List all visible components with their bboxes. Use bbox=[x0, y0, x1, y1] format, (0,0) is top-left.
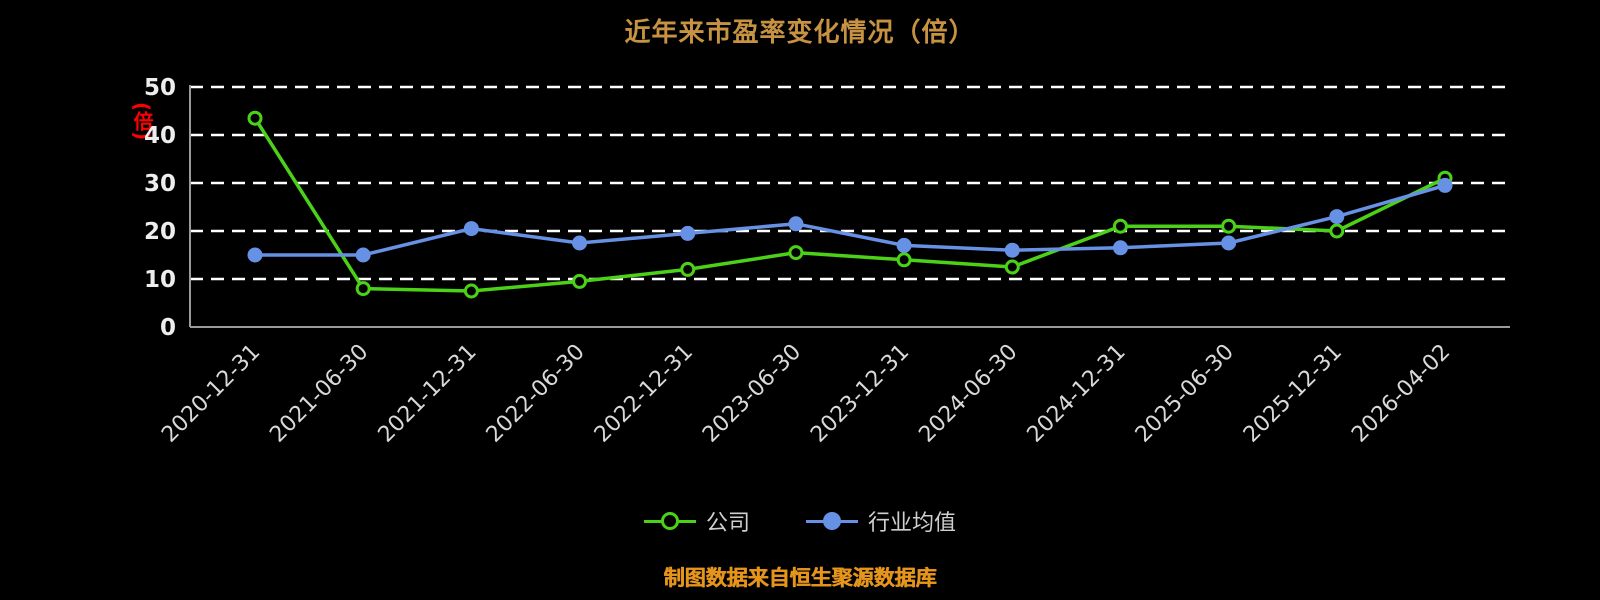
svg-text:2022-12-31: 2022-12-31 bbox=[590, 340, 698, 448]
legend-item-company[interactable]: 公司 bbox=[643, 505, 750, 537]
industry-series-marker-icon bbox=[806, 512, 858, 530]
svg-text:2020-12-31: 2020-12-31 bbox=[157, 340, 265, 448]
svg-text:2024-12-31: 2024-12-31 bbox=[1023, 340, 1131, 448]
line-chart-plot-area: 0 10 20 30 40 50 2020-12-31 2021-06-30 2021-12-3… bbox=[144, 75, 1510, 448]
legend-item-industry-average[interactable]: 行业均值 bbox=[806, 505, 956, 537]
svg-text:2023-12-31: 2023-12-31 bbox=[806, 340, 914, 448]
svg-text:2022-06-30: 2022-06-30 bbox=[482, 340, 590, 448]
svg-text:2025-06-30: 2025-06-30 bbox=[1131, 340, 1239, 448]
svg-text:50: 50 bbox=[144, 75, 176, 101]
data-source-note: 制图数据来自恒生聚源数据库 bbox=[663, 566, 937, 590]
svg-text:2025-12-31: 2025-12-31 bbox=[1239, 340, 1347, 448]
svg-text:30: 30 bbox=[144, 171, 176, 197]
svg-text:0: 0 bbox=[160, 315, 176, 341]
svg-text:2021-06-30: 2021-06-30 bbox=[265, 340, 373, 448]
svg-text:2026-04-02: 2026-04-02 bbox=[1347, 340, 1455, 448]
svg-text:2021-12-31: 2021-12-31 bbox=[374, 340, 482, 448]
chart-title: 近年来市盈率变化情况（倍） bbox=[624, 18, 976, 48]
svg-text:40: 40 bbox=[144, 123, 176, 149]
chart-legend: 公司 行业均值 bbox=[0, 505, 1600, 537]
svg-text:20: 20 bbox=[144, 219, 176, 245]
legend-label-industry-average: 行业均值 bbox=[868, 511, 957, 536]
y-axis-unit-label: (倍) bbox=[130, 102, 154, 141]
svg-text:10: 10 bbox=[144, 267, 176, 293]
svg-text:2024-06-30: 2024-06-30 bbox=[914, 340, 1022, 448]
svg-text:2023-06-30: 2023-06-30 bbox=[698, 340, 806, 448]
company-series-marker-icon bbox=[643, 512, 696, 530]
legend-label-company: 公司 bbox=[705, 511, 750, 536]
